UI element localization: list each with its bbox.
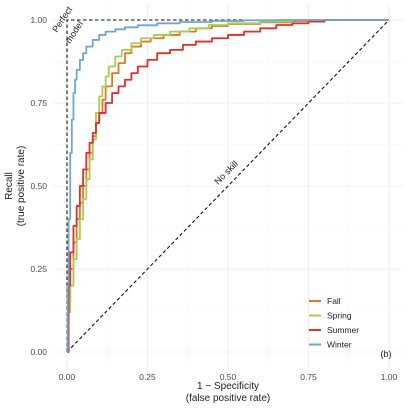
x-tick-label: 1.00: [381, 372, 398, 382]
panel-label: (b): [381, 349, 392, 359]
x-tick-label: 0.00: [59, 372, 76, 382]
legend-label-fall: Fall: [327, 296, 341, 306]
x-axis-title-line2: (false positive rate): [186, 393, 270, 404]
no-skill-line: [66, 19, 390, 353]
y-tick-label: 0.50: [30, 181, 47, 191]
y-tick-label: 1.00: [30, 15, 47, 25]
x-tick-label: 0.25: [139, 372, 156, 382]
series-line-summer: [67, 19, 389, 353]
series-line-fall: [67, 19, 389, 353]
y-tick-label: 0.00: [30, 347, 47, 357]
y-tick-label: 0.75: [30, 98, 47, 108]
x-tick-label: 0.50: [220, 372, 237, 382]
y-tick-label: 0.25: [30, 264, 47, 274]
annotation-no-skill: No skill: [212, 159, 240, 187]
legend: Fall Spring Summer Winter: [309, 296, 359, 350]
y-axis-title-line1: Recall: [4, 172, 15, 200]
series-lines: [66, 19, 389, 353]
y-axis-title-line2: (true positive rate): [16, 146, 27, 227]
legend-label-spring: Spring: [327, 311, 352, 321]
legend-label-summer: Summer: [327, 325, 359, 335]
series-line-spring: [67, 19, 389, 353]
x-tick-label: 0.75: [300, 372, 317, 382]
x-axis-title-line1: 1 − Specificity: [197, 381, 259, 392]
series-line-winter: [66, 19, 389, 353]
tick-labels: 0.00 0.25 0.50 0.75 1.00 0.00 0.25 0.50 0.75 1.00: [30, 15, 397, 382]
legend-label-winter: Winter: [327, 340, 352, 350]
